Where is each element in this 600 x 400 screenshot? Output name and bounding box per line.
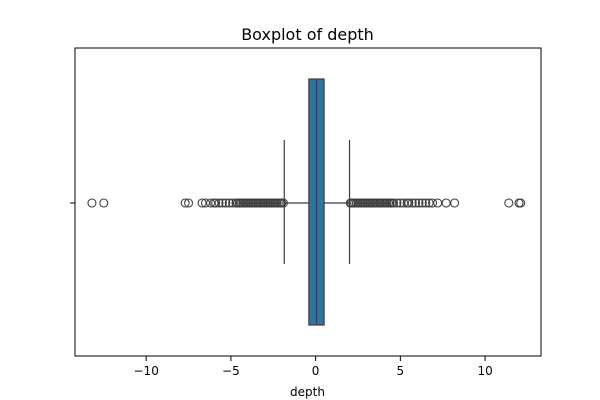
outlier-point [504,198,514,208]
x-tick-label: 5 [397,364,405,378]
outlier-point [180,198,190,208]
outlier-point [414,198,424,208]
plot-area [87,78,526,326]
outlier-point [407,198,417,208]
outlier-point [516,198,526,208]
outlier-point [450,198,460,208]
outlier-point [392,198,402,208]
outlier-point [433,198,443,208]
outlier-point [421,198,431,208]
outlier-point [211,198,221,208]
outlier-point [217,198,227,208]
x-axis: −10 −5 0 5 10 [134,356,493,378]
x-tick-label: −10 [134,364,159,378]
outlier-point [404,198,414,208]
outlier-point [214,198,224,208]
plot-frame [74,47,542,357]
x-tick-label: 0 [312,364,320,378]
outlier-point [441,198,451,208]
x-tick-label: −5 [222,364,240,378]
outlier-point [99,198,109,208]
x-tick-label: 10 [477,364,492,378]
outlier-point [278,198,288,208]
outlier-point [183,198,194,208]
outlier-point [87,198,97,208]
outlier-point [411,198,421,208]
outlier-point [389,198,399,208]
outlier-point [417,198,427,208]
x-axis-label: depth [290,385,325,399]
chart-title: Boxplot of depth [241,25,374,44]
outlier-point [221,198,231,208]
outlier-point [427,198,438,208]
